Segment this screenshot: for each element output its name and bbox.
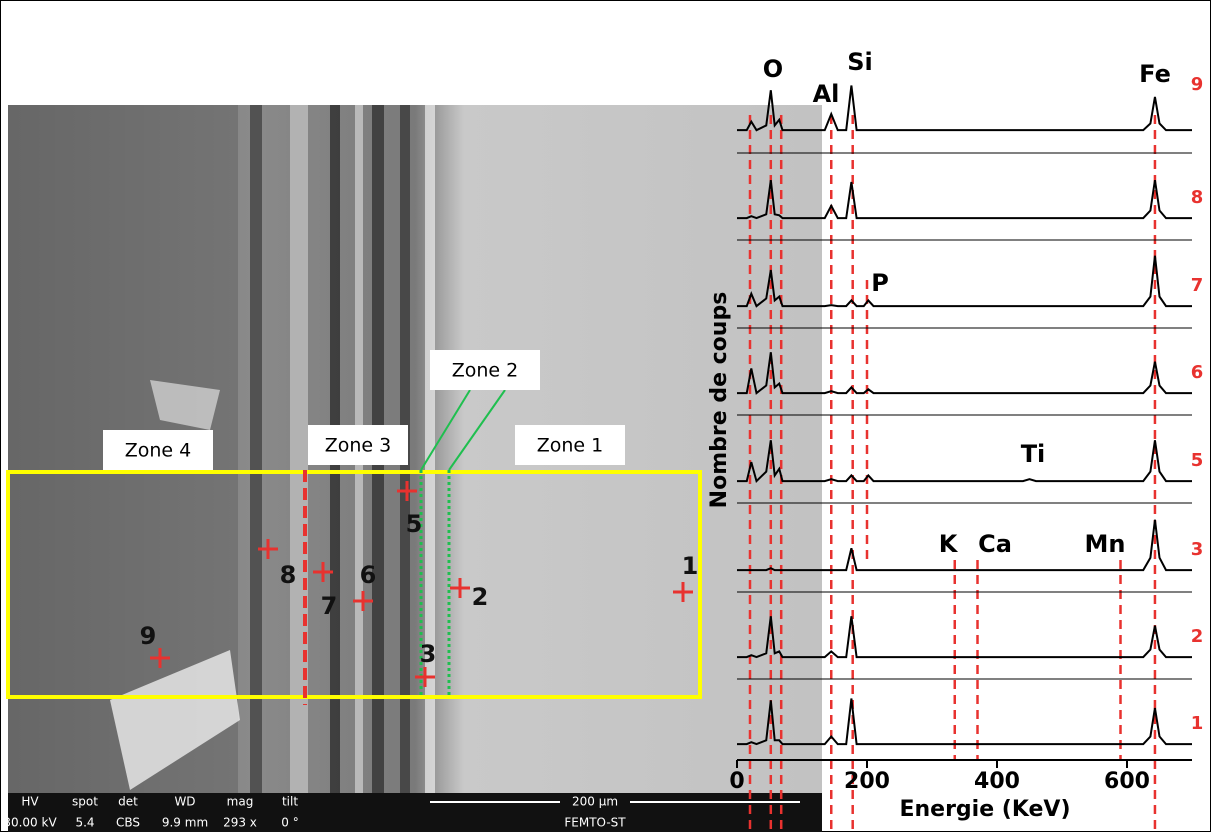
y-axis-title: Nombre de coups: [707, 292, 732, 509]
element-label: K: [939, 530, 959, 558]
x-tick-label: 0: [729, 769, 744, 794]
point-cross: [450, 578, 470, 598]
point-label: 9: [140, 622, 157, 650]
zone-box: [430, 350, 540, 390]
x-tick-label: 600: [1104, 769, 1150, 794]
point-cross: [258, 539, 278, 559]
point-cross: [150, 648, 170, 668]
info-header: mag: [227, 795, 254, 809]
info-bar: HV 30.00 kV spot 5.4 det CBS WD 9.9 mm mag 293 x t…: [3, 793, 822, 832]
point-label: 6: [360, 561, 377, 589]
point-cross: [415, 667, 435, 687]
info-value: 293 x: [223, 816, 257, 830]
x-tick-label: 400: [974, 769, 1020, 794]
zone-label: Zone 3: [325, 435, 392, 457]
zone-label: Zone 2: [452, 360, 519, 382]
spectrum-line: [737, 698, 1192, 746]
element-label: O: [763, 55, 783, 83]
spectrum-line: [737, 616, 1192, 659]
element-label: Ti: [1021, 440, 1046, 468]
point-cross: [397, 481, 417, 501]
row-label: 8: [1191, 187, 1204, 208]
point-cross: [673, 582, 693, 602]
spectrum-line: [737, 440, 1192, 483]
element-label: Si: [847, 48, 873, 76]
element-label: Ca: [978, 530, 1012, 558]
zone-box: [103, 430, 213, 470]
element-label: Fe: [1139, 60, 1171, 88]
row-label: 5: [1191, 450, 1204, 471]
row-label: 1: [1191, 713, 1204, 734]
info-header: tilt: [282, 795, 298, 809]
x-tick-label: 200: [844, 769, 890, 794]
info-value: 30.00 kV: [3, 816, 57, 830]
zone-box: [515, 425, 625, 465]
annotations: Zone 4 Zone 3 Zone 2 Zone 1 1 2 3 5 678 9: [6, 350, 702, 705]
point-label: 1: [682, 552, 699, 580]
spectrum-line: [737, 255, 1192, 308]
element-label: Mn: [1085, 530, 1126, 558]
point-label: 2: [472, 583, 489, 611]
point-cross: [313, 562, 333, 582]
row-label: 6: [1191, 362, 1204, 383]
zone-box: [308, 425, 408, 465]
row-label: 9: [1191, 74, 1204, 95]
info-value: CBS: [116, 816, 140, 830]
element-label: P: [871, 269, 889, 297]
scale-label: 200 µm: [572, 795, 618, 809]
info-value: 9.9 mm: [162, 816, 208, 830]
row-label: 3: [1191, 539, 1204, 560]
point-label: 3: [420, 640, 437, 668]
scale-label-bg: [560, 795, 630, 809]
info-header: det: [118, 795, 138, 809]
row-label: 7: [1191, 275, 1204, 296]
zone-label: Zone 1: [537, 435, 604, 457]
spectrum-line: [737, 352, 1192, 395]
point-label: 8: [280, 561, 297, 589]
x-axis-title: Energie (KeV): [899, 797, 1070, 822]
info-value: 0 °: [281, 816, 298, 830]
spectrum-line: [737, 179, 1192, 220]
row-label: 2: [1191, 626, 1204, 647]
zone-label: Zone 4: [125, 440, 192, 462]
element-label: Al: [813, 80, 840, 108]
spectrum-line: [737, 85, 1192, 132]
lab-label: FEMTO-ST: [564, 816, 626, 830]
point-label: 5: [406, 510, 423, 538]
spectra: 9 8 7 6 5 3 2 1 0 200 400 600 Energie (KeV) Nombre de…: [707, 48, 1203, 830]
info-value: 5.4: [75, 816, 94, 830]
info-header: spot: [72, 795, 98, 809]
spectrum-line: [737, 519, 1192, 572]
point-cross: [353, 591, 373, 611]
info-header: HV: [21, 795, 39, 809]
info-header: WD: [174, 795, 195, 809]
point-label: 7: [321, 592, 338, 620]
